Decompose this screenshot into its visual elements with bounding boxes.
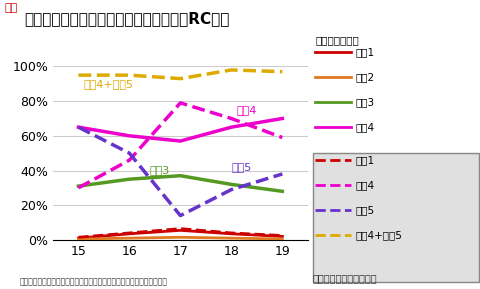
Text: 出所：住宅性能評価・表示協会「建設住宅性能評価書（新築）データ」: 出所：住宅性能評価・表示協会「建設住宅性能評価書（新築）データ」 [19, 277, 167, 286]
Text: 断熱等性能等級: 断熱等性能等級 [314, 35, 358, 45]
Text: 等級4: 等級4 [355, 123, 374, 132]
Text: 等級4+等級5: 等級4+等級5 [84, 79, 133, 89]
Text: （年度）: （年度） [312, 264, 339, 274]
Text: 等級1: 等級1 [355, 47, 374, 57]
Text: 等級4: 等級4 [355, 180, 374, 190]
Text: 等級3: 等級3 [355, 97, 374, 107]
Text: 等級4: 等級4 [236, 105, 256, 115]
Text: マ！: マ！ [5, 3, 18, 13]
Text: 省エネ基準適合率の推移（新築共同住宅RC造）: 省エネ基準適合率の推移（新築共同住宅RC造） [24, 12, 229, 27]
Text: 一次エルギー消費量等級: 一次エルギー消費量等級 [312, 273, 376, 284]
Text: 等級5: 等級5 [231, 162, 251, 172]
Text: 等級5: 等級5 [355, 205, 374, 215]
Text: 等級4+等級5: 等級4+等級5 [355, 230, 402, 240]
Text: 等級3: 等級3 [149, 166, 169, 175]
Text: 等級1: 等級1 [355, 155, 374, 165]
Text: 等級2: 等級2 [355, 72, 374, 82]
